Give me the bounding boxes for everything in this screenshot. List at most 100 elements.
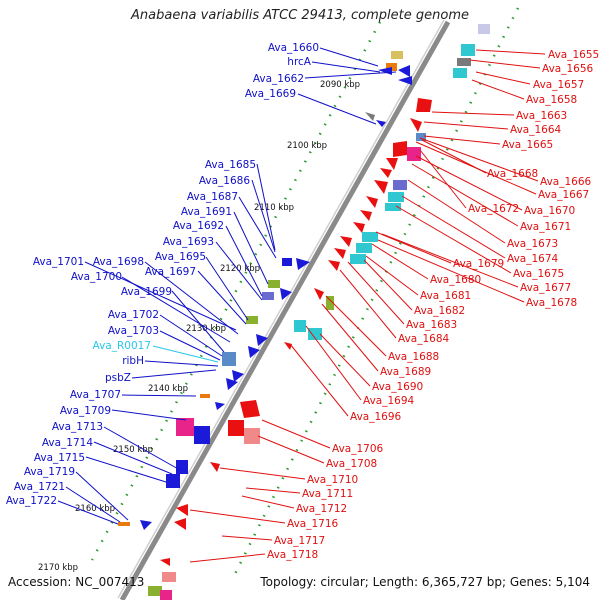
gene-label[interactable]: Ava_1706 — [332, 443, 384, 455]
gene-arrow — [374, 180, 388, 194]
gene-label[interactable]: Ava_1697 — [145, 266, 196, 278]
gene-label[interactable]: Ava_1677 — [520, 282, 571, 294]
gene-label[interactable]: Ava_1667 — [538, 189, 589, 201]
feature-block — [386, 63, 397, 71]
gene-arrow — [256, 334, 268, 346]
accession-text: Accession: NC_007413 — [8, 575, 145, 589]
feature-block — [308, 328, 322, 340]
gene-label[interactable]: Ava_1715 — [34, 452, 85, 464]
gene-label[interactable]: Ava_1709 — [60, 405, 111, 417]
gene-label[interactable]: Ava_1702 — [108, 309, 159, 321]
gene-label[interactable]: Ava_1681 — [420, 290, 471, 302]
gene-label[interactable]: Ava_1694 — [363, 395, 415, 407]
gene-label[interactable]: Ava_1683 — [406, 319, 457, 331]
gene-label[interactable]: Ava_1719 — [24, 466, 75, 478]
gene-label[interactable]: Ava_1714 — [42, 437, 94, 449]
gene-label[interactable]: Ava_1712 — [296, 503, 347, 515]
gene-label[interactable]: Ava_1664 — [510, 124, 562, 136]
leader-line — [325, 295, 387, 357]
leader-line — [407, 179, 506, 244]
gene-label[interactable]: Ava_1673 — [507, 238, 558, 250]
feature-block — [176, 418, 194, 436]
leader-line — [419, 137, 539, 182]
gene-label[interactable]: Ava_1690 — [372, 381, 423, 393]
feature-block — [326, 296, 334, 310]
leader-line — [93, 441, 173, 475]
gene-label[interactable]: Ava_1696 — [350, 411, 402, 423]
gene-arrow — [340, 236, 352, 247]
gene-label[interactable]: Ava_1675 — [513, 268, 564, 280]
gene-label[interactable]: Ava_1713 — [52, 421, 103, 433]
feature-block — [282, 258, 292, 266]
leader-line — [256, 163, 276, 251]
gene-label[interactable]: Ava_1711 — [302, 488, 353, 500]
gene-label[interactable]: Ava_1679 — [453, 258, 504, 270]
gene-arrow — [176, 504, 188, 516]
leader-line — [261, 419, 331, 449]
leader-line — [377, 239, 525, 303]
gene-label[interactable]: Ava_1684 — [398, 333, 450, 345]
gene-label[interactable]: Ava_1688 — [388, 351, 439, 363]
gene-label[interactable]: Ava_1660 — [268, 42, 319, 54]
gene-arrow — [314, 288, 324, 300]
gene-label[interactable]: Ava_1680 — [430, 274, 481, 286]
gene-label[interactable]: Ava_1682 — [414, 305, 465, 317]
gene-label[interactable]: ribH — [122, 355, 144, 367]
gene-label[interactable]: Ava_1674 — [507, 253, 559, 265]
gene-label[interactable]: Ava_1668 — [487, 168, 538, 180]
gene-label[interactable]: Ava_1670 — [524, 205, 575, 217]
feature-block — [388, 192, 404, 202]
gene-label[interactable]: Ava_1669 — [245, 88, 296, 100]
gene-label[interactable]: hrcA — [287, 56, 312, 68]
gene-label[interactable]: Ava_1662 — [253, 73, 304, 85]
gene-label-special[interactable]: Ava_R0017 — [93, 340, 151, 352]
feature-block — [416, 133, 426, 141]
gene-label[interactable]: Ava_1716 — [287, 518, 339, 530]
gene-label[interactable]: Ava_1710 — [307, 474, 358, 486]
gene-label[interactable]: Ava_1708 — [326, 458, 377, 470]
gene-label[interactable]: Ava_1666 — [540, 176, 592, 188]
gene-label[interactable]: Ava_1671 — [520, 221, 571, 233]
gene-label[interactable]: Ava_1672 — [468, 203, 519, 215]
gene-arrow — [280, 288, 292, 300]
scale-tick: 2110 kbp — [254, 203, 294, 213]
gene-label[interactable]: Ava_1658 — [526, 94, 577, 106]
gene-label[interactable]: Ava_1700 — [71, 271, 122, 283]
leader-line — [347, 261, 405, 325]
gene-label[interactable]: Ava_1703 — [108, 325, 159, 337]
gene-label[interactable]: Ava_1685 — [205, 159, 256, 171]
leader-line — [415, 155, 523, 211]
gene-label[interactable]: Ava_1699 — [121, 286, 172, 298]
gene-label[interactable]: Ava_1689 — [380, 366, 431, 378]
gene-label[interactable]: Ava_1657 — [533, 79, 584, 91]
leader-line — [381, 233, 519, 288]
gene-label[interactable]: Ava_1698 — [93, 256, 144, 268]
gene-label[interactable]: Ava_1686 — [199, 175, 251, 187]
gene-label[interactable]: psbZ — [105, 372, 131, 384]
gene-label[interactable]: Ava_1663 — [516, 110, 567, 122]
feature-block — [160, 590, 172, 600]
gene-label[interactable]: Ava_1722 — [6, 495, 57, 507]
gene-label[interactable]: Ava_1691 — [181, 206, 232, 218]
gene-arrow — [284, 342, 292, 350]
gene-label[interactable]: Ava_1665 — [502, 139, 553, 151]
gene-label[interactable]: Ava_1693 — [163, 236, 214, 248]
feature-block — [294, 320, 306, 332]
gene-label[interactable]: Ava_1718 — [267, 549, 318, 561]
gene-label[interactable]: Ava_1717 — [274, 535, 325, 547]
gene-label[interactable]: Ava_1701 — [33, 256, 84, 268]
gene-label[interactable]: Ava_1692 — [173, 220, 224, 232]
leader-line — [304, 71, 397, 79]
gene-label[interactable]: Ava_1656 — [542, 63, 594, 75]
gene-label[interactable]: Ava_1707 — [70, 389, 121, 401]
gene-arrow — [378, 67, 392, 75]
scale-tick: 2150 kbp — [113, 445, 153, 455]
feature-block — [407, 147, 421, 161]
gene-label[interactable]: Ava_1678 — [526, 297, 577, 309]
left-gene-labels: Ava_1660 hrcA Ava_1662 Ava_1669 Ava_1685… — [6, 42, 319, 507]
leader-line — [238, 196, 277, 259]
gene-label[interactable]: Ava_1687 — [187, 191, 238, 203]
gene-label[interactable]: Ava_1655 — [548, 49, 599, 61]
gene-label[interactable]: Ava_1721 — [14, 481, 65, 493]
gene-label[interactable]: Ava_1695 — [155, 251, 206, 263]
